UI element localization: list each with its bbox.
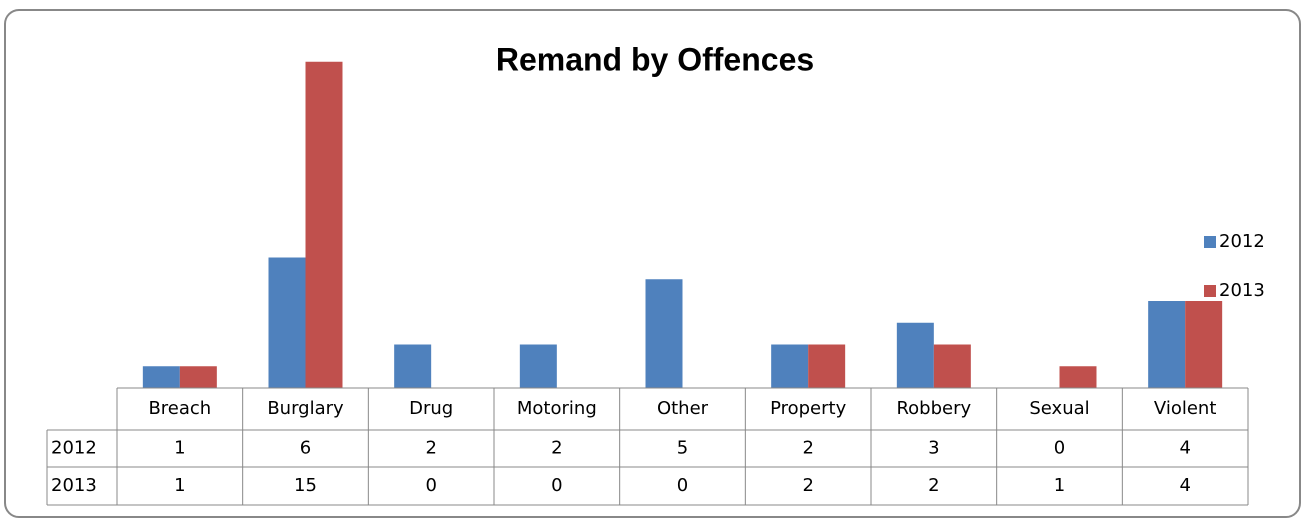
- table-row-label: 2013: [51, 475, 97, 496]
- x-tick-label: Violent: [1154, 398, 1216, 419]
- bar: [808, 344, 846, 388]
- bar: [142, 366, 180, 388]
- bar: [1148, 301, 1186, 388]
- bar: [179, 366, 217, 388]
- bar: [1059, 366, 1097, 388]
- legend-label: 2013: [1219, 280, 1265, 301]
- table-cell: 2: [551, 438, 562, 459]
- table-cell: 0: [551, 475, 562, 496]
- table-cell: 0: [425, 475, 436, 496]
- bar: [394, 344, 432, 388]
- x-tick-label: Property: [770, 398, 847, 419]
- chart-frame: [4, 9, 1301, 518]
- table-cell: 2: [802, 475, 813, 496]
- table-cell: 4: [1179, 438, 1190, 459]
- table-cell: 6: [300, 438, 311, 459]
- legend-swatch: [1204, 285, 1216, 297]
- table-cell: 1: [174, 438, 185, 459]
- table-cell: 2: [425, 438, 436, 459]
- table-cell: 1: [174, 475, 185, 496]
- bar: [933, 344, 971, 388]
- chart-title: Remand by Offences: [496, 41, 814, 77]
- x-tick-label: Robbery: [896, 398, 971, 419]
- bar: [771, 344, 809, 388]
- x-tick-label: Motoring: [517, 398, 597, 419]
- x-tick-label: Breach: [148, 398, 211, 419]
- x-tick-label: Drug: [409, 398, 453, 419]
- x-tick-label: Other: [657, 398, 709, 419]
- table-cell: 0: [1054, 438, 1065, 459]
- x-tick-label: Burglary: [267, 398, 344, 419]
- bar: [268, 257, 306, 388]
- legend-label: 2012: [1219, 231, 1265, 252]
- table-cell: 2: [928, 475, 939, 496]
- table-cell: 5: [677, 438, 688, 459]
- table-cell: 2: [802, 438, 813, 459]
- bar: [305, 61, 343, 388]
- bar: [645, 279, 683, 388]
- bar: [519, 344, 557, 388]
- table-cell: 0: [677, 475, 688, 496]
- legend-swatch: [1204, 236, 1216, 248]
- table-cell: 4: [1179, 475, 1190, 496]
- table-cell: 3: [928, 438, 939, 459]
- bar: [896, 322, 934, 388]
- bar: [1185, 301, 1223, 388]
- table-cell: 1: [1054, 475, 1065, 496]
- table-row-label: 2012: [51, 438, 97, 459]
- x-tick-label: Sexual: [1029, 398, 1089, 419]
- table-cell: 15: [294, 475, 317, 496]
